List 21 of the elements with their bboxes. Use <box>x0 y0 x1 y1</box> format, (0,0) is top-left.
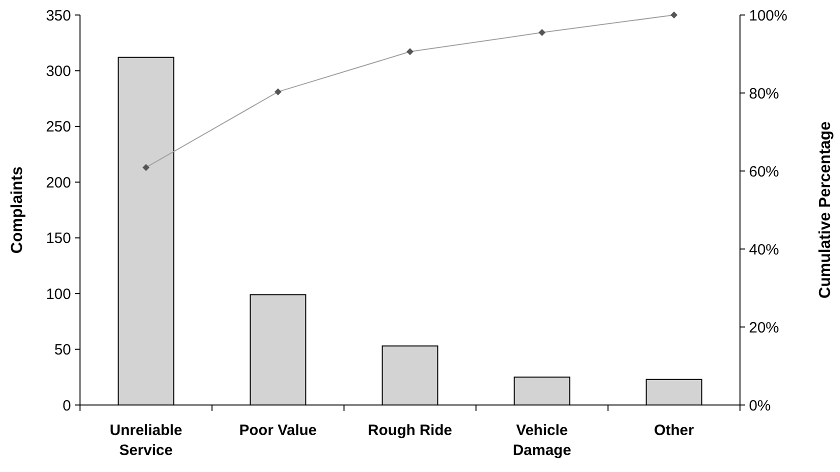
x-tick-label: Rough Ride <box>368 422 452 439</box>
y-tick-label: 250 <box>46 118 71 136</box>
y-axis-title: Complaints <box>9 166 26 254</box>
x-tick-label: Poor Value <box>239 422 317 439</box>
y2-tick-label: 100% <box>749 7 788 24</box>
y-tick-label: 200 <box>46 174 71 192</box>
y-tick-label: 300 <box>46 62 71 80</box>
y2-tick-label: 20% <box>749 319 780 336</box>
y2-tick-label: 60% <box>749 163 780 180</box>
y-tick-label: 50 <box>54 342 71 359</box>
x-tick-label: Other <box>654 422 694 439</box>
y2-tick-label: 40% <box>749 241 780 258</box>
x-tick-label: Vehicle Damage <box>512 422 572 459</box>
y2-tick-label: 0% <box>749 397 771 414</box>
y2-axis-title: Cumulative Percentage <box>817 121 834 298</box>
y2-tick-label: 80% <box>749 85 780 102</box>
x-tick-label: Unreliable Service <box>110 422 182 459</box>
y-tick-label: 150 <box>46 230 71 248</box>
y-tick-label: 0 <box>62 397 71 414</box>
y-tick-label: 100 <box>46 286 71 303</box>
y-tick-label: 350 <box>46 7 71 24</box>
